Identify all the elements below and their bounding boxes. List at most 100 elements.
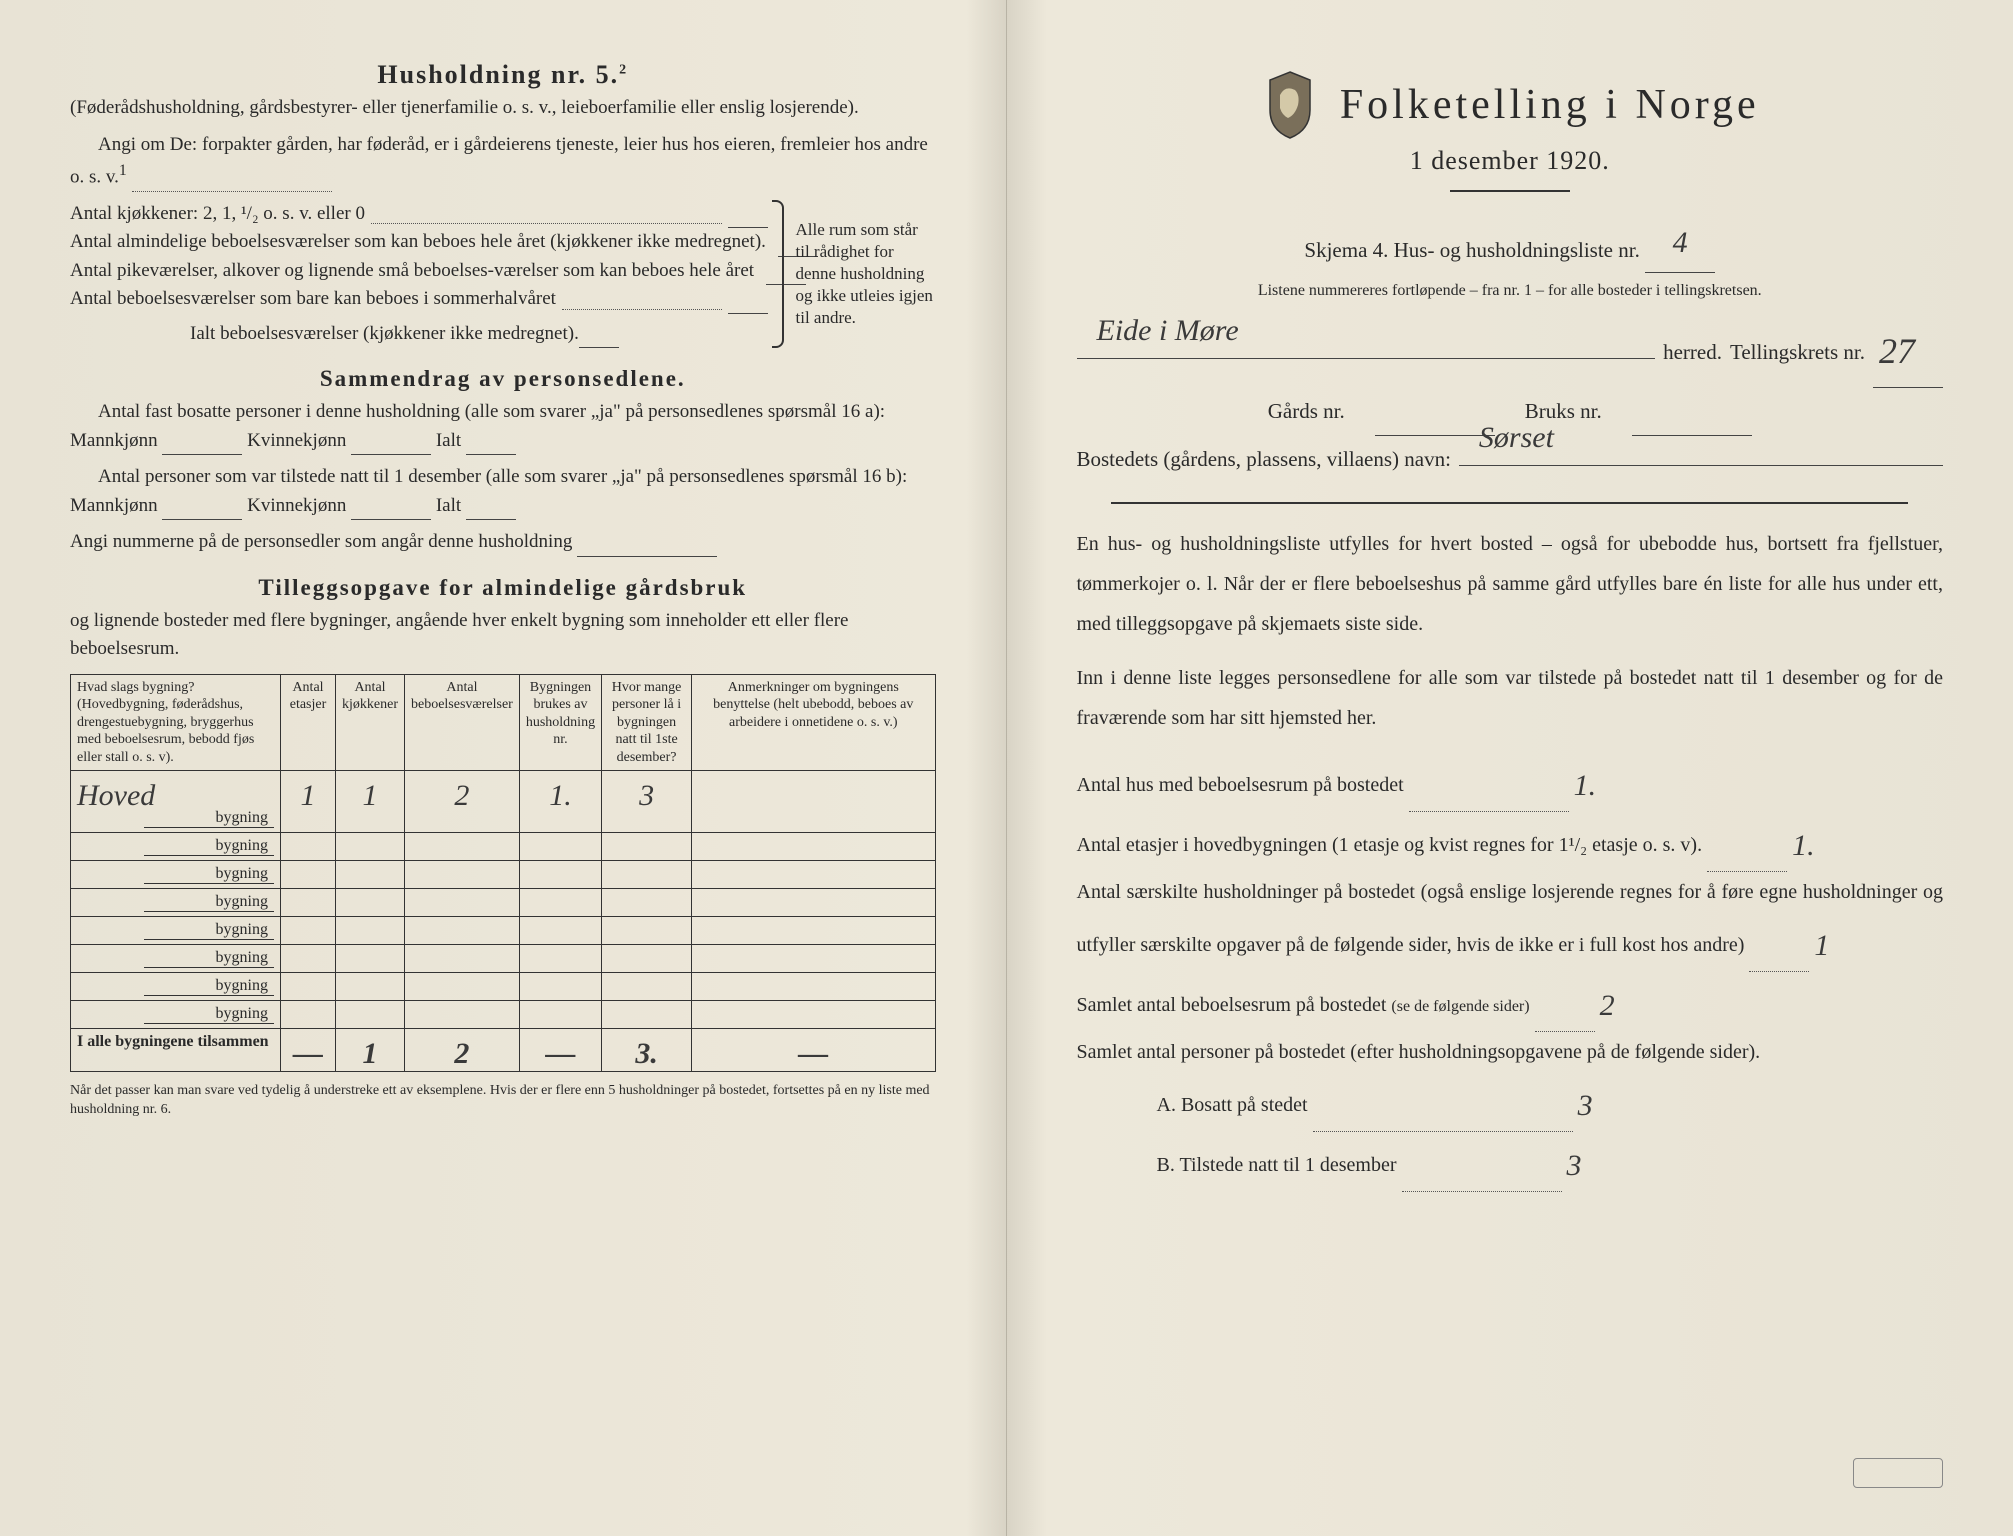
cell: 3 xyxy=(602,771,692,833)
brace-block: Antal kjøkkener: 2, 1, ¹/₂ o. s. v. elle… xyxy=(70,200,936,349)
gards-lbl: Gårds nr. xyxy=(1268,388,1345,434)
s2-ialt: Ialt xyxy=(436,430,461,451)
cell xyxy=(281,917,336,945)
blank xyxy=(579,320,619,349)
cell xyxy=(281,833,336,861)
household-heading: Husholdning nr. 5.2 xyxy=(70,60,936,90)
cell xyxy=(336,917,405,945)
cell xyxy=(519,861,601,889)
cell xyxy=(281,973,336,1001)
qB-lbl: B. Tilstede natt til 1 desember xyxy=(1157,1154,1397,1176)
spacer xyxy=(70,320,190,349)
cell xyxy=(281,945,336,973)
qA-lbl: A. Bosatt på stedet xyxy=(1157,1094,1308,1116)
date-line: 1 desember 1920. xyxy=(1077,146,1944,176)
table-row: bygning xyxy=(71,945,936,973)
bosted-row: Bostedets (gårdens, plassens, villaens) … xyxy=(1077,436,1944,482)
cell: 1 xyxy=(336,771,405,833)
section2-title: Sammendrag av personsedlene. xyxy=(70,366,936,392)
cell xyxy=(602,917,692,945)
foot-3: — xyxy=(519,1029,601,1072)
cell xyxy=(692,861,935,889)
fill-line xyxy=(132,191,332,192)
cell xyxy=(404,1001,519,1029)
heading-text: Husholdning nr. 5. xyxy=(377,60,619,89)
herred-row: Eide i Møre herred. Tellingskrets nr. 27 xyxy=(1077,308,1944,388)
cell-building: bygning xyxy=(71,945,281,973)
cell-building: bygning xyxy=(71,889,281,917)
cell xyxy=(336,889,405,917)
cell xyxy=(692,917,935,945)
main-title: Folketelling i Norge xyxy=(1340,81,1760,129)
cell xyxy=(404,889,519,917)
q5: Samlet antal personer på bostedet (efter… xyxy=(1077,1032,1944,1072)
cell xyxy=(692,945,935,973)
cell-building: bygning xyxy=(71,973,281,1001)
cell: 1 xyxy=(281,771,336,833)
q2-lbl: Antal etasjer i hovedbygningen (1 etasje… xyxy=(1077,834,1703,856)
cell xyxy=(336,945,405,973)
cell-building: bygning xyxy=(71,833,281,861)
sub2-text: Angi om De: forpakter gården, har føderå… xyxy=(70,134,928,188)
foot-label: I alle bygningene tilsammen xyxy=(71,1029,281,1072)
row-rooms-year: Antal almindelige beboelsesværelser som … xyxy=(70,228,766,257)
row-total: Ialt beboelsesværelser (kjøkkener ikke m… xyxy=(190,320,579,349)
skjema-val: 4 xyxy=(1645,206,1715,273)
cell xyxy=(602,973,692,1001)
cell-building: Hovedbygning xyxy=(71,771,281,833)
q4: Samlet antal beboelsesrum på bostedet (s… xyxy=(1077,972,1944,1032)
q4-paren: (se de følgende sider) xyxy=(1391,998,1529,1015)
dots xyxy=(371,200,722,225)
q1: Antal hus med beboelsesrum på bostedet 1… xyxy=(1077,752,1944,812)
table-row: bygning xyxy=(71,889,936,917)
rule xyxy=(1450,190,1570,192)
row-kitchen: Antal kjøkkener: 2, 1, ¹/₂ o. s. v. elle… xyxy=(70,200,365,229)
q2-val: 1. xyxy=(1792,816,1815,876)
qB: B. Tilstede natt til 1 desember 3 xyxy=(1157,1132,1944,1192)
cell xyxy=(404,833,519,861)
document-spread: Husholdning nr. 5.2 (Føderådshusholdning… xyxy=(0,0,2013,1536)
cell xyxy=(404,861,519,889)
s2-line1: Antal fast bosatte personer i denne hush… xyxy=(70,398,936,455)
cell xyxy=(692,973,935,1001)
blank xyxy=(728,200,768,229)
s2-ialt2: Ialt xyxy=(436,495,461,516)
foot-1: 1 xyxy=(336,1029,405,1072)
qA-val: 3 xyxy=(1578,1076,1593,1136)
q1-val: 1. xyxy=(1574,756,1597,816)
krets-lbl: Tellingskrets nr. xyxy=(1730,329,1865,375)
table: Hvad slags bygning? (Hovedbygning, føder… xyxy=(70,674,936,1073)
th-floors: Antal etasjer xyxy=(281,674,336,771)
cell xyxy=(404,917,519,945)
cell xyxy=(602,889,692,917)
blank xyxy=(466,519,516,520)
th-rooms: Antal beboelsesværelser xyxy=(404,674,519,771)
bosted-field: Sørset xyxy=(1459,440,1943,466)
cell xyxy=(404,945,519,973)
cell-building: bygning xyxy=(71,1001,281,1029)
brace-left-col: Antal kjøkkener: 2, 1, ¹/₂ o. s. v. elle… xyxy=(70,200,768,349)
th-usedby: Bygningen brukes av husholdning nr. xyxy=(519,674,601,771)
th-type: Hvad slags bygning? (Hovedbygning, føder… xyxy=(71,674,281,771)
cell xyxy=(281,889,336,917)
s2-line3: Angi nummerne på de personsedler som ang… xyxy=(70,528,936,557)
para1: En hus- og husholdningsliste utfylles fo… xyxy=(1077,524,1944,644)
brace-icon xyxy=(768,200,786,349)
cell xyxy=(519,1001,601,1029)
s2-kv: Kvinnekjønn xyxy=(247,430,346,451)
skjema-line: Skjema 4. Hus- og husholdningsliste nr. … xyxy=(1077,206,1944,273)
cell xyxy=(281,861,336,889)
cell xyxy=(602,945,692,973)
blank xyxy=(728,285,768,314)
bosted-lbl: Bostedets (gårdens, plassens, villaens) … xyxy=(1077,436,1451,482)
table-row: bygning xyxy=(71,1001,936,1029)
cell xyxy=(602,861,692,889)
qA: A. Bosatt på stedet 3 xyxy=(1157,1072,1944,1132)
cell-building: bygning xyxy=(71,917,281,945)
cell xyxy=(336,833,405,861)
s3-intro: og lignende bosteder med flere bygninger… xyxy=(70,607,936,664)
table-row: bygning xyxy=(71,973,936,1001)
cell xyxy=(519,973,601,1001)
cell xyxy=(281,1001,336,1029)
q3: Antal særskilte husholdninger på bostede… xyxy=(1077,872,1944,972)
